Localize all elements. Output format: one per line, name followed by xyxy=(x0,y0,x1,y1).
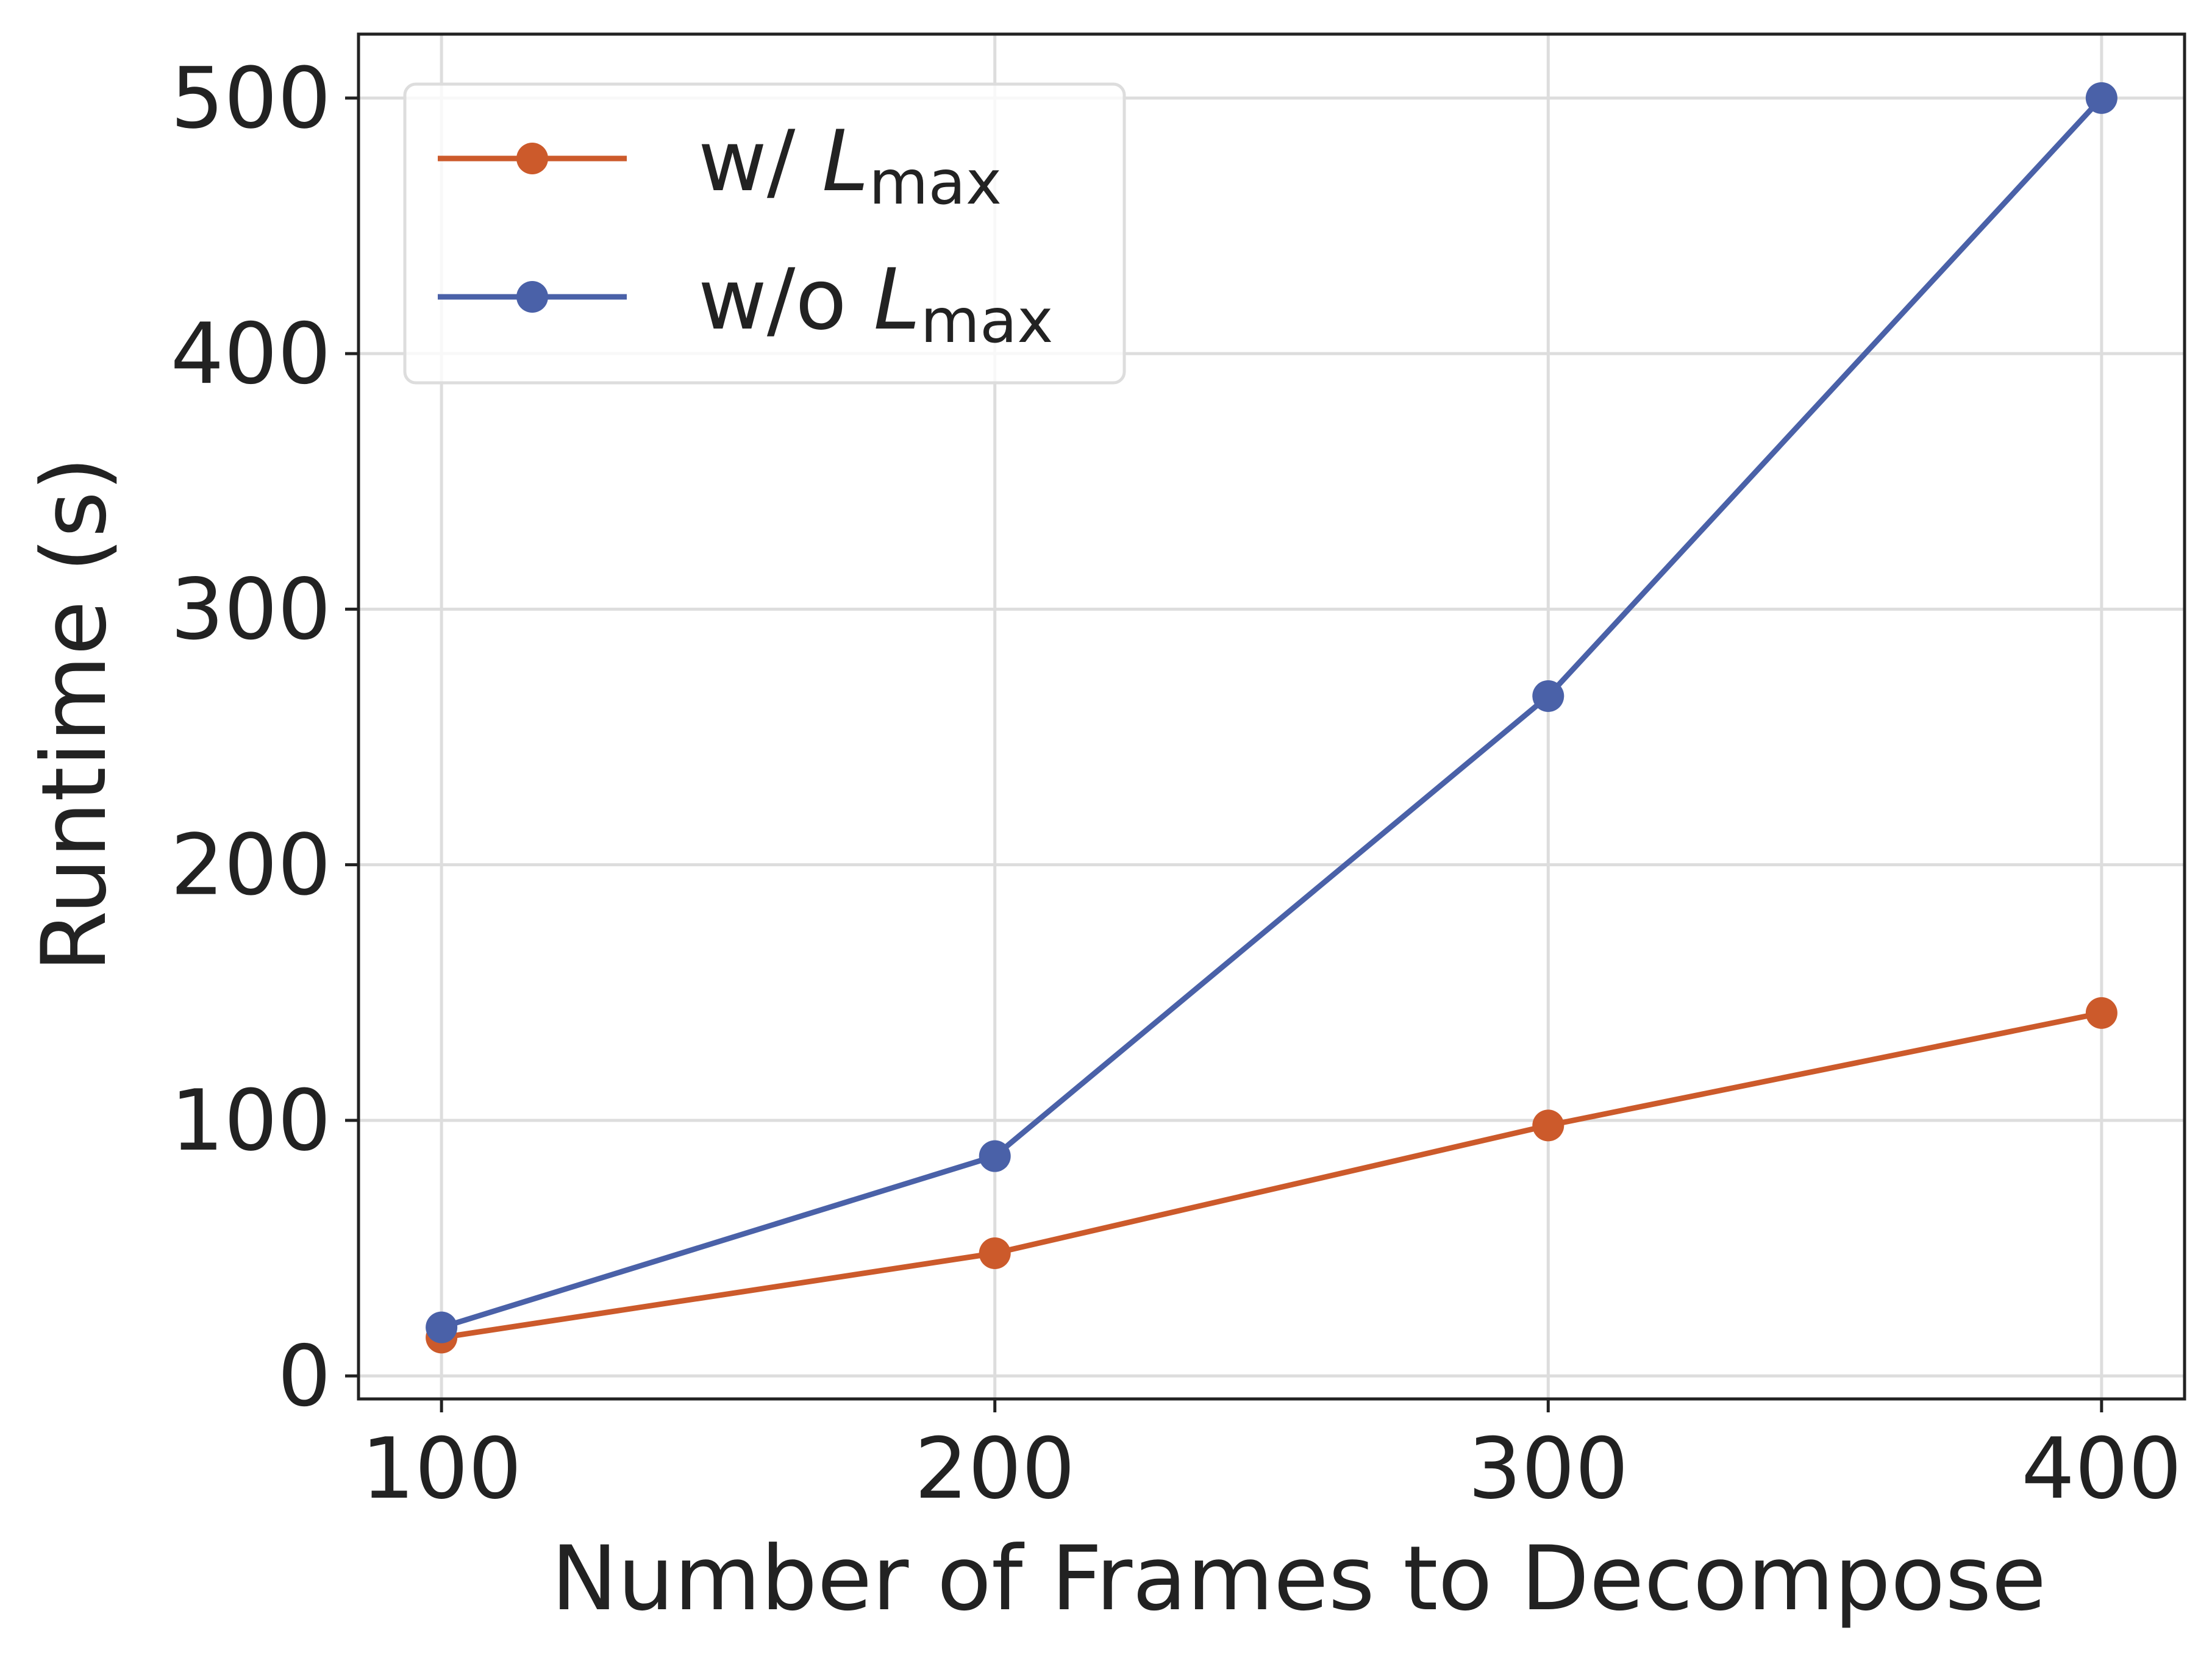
y-axis-label: Runtime (s) xyxy=(23,457,126,972)
series-line-0 xyxy=(441,1010,2102,1340)
legend-marker xyxy=(516,143,548,174)
x-tick-label: 300 xyxy=(1468,1420,1629,1518)
y-tick-label: 300 xyxy=(171,560,331,658)
legend: w/ Lmax w/o Lmax xyxy=(403,82,1126,385)
y-tick-label: 0 xyxy=(277,1327,331,1425)
data-point xyxy=(1532,1109,1564,1142)
series-lines xyxy=(426,82,2117,1354)
series-line-1 xyxy=(440,96,2104,1330)
y-tick-label: 500 xyxy=(171,49,331,148)
data-point xyxy=(979,1237,1011,1270)
y-tick-label: 100 xyxy=(171,1072,331,1170)
x-tick-label: 100 xyxy=(361,1420,521,1518)
data-point xyxy=(979,1140,1011,1172)
plot-frame xyxy=(357,32,2186,1401)
legend-label: w/o Lmax xyxy=(698,251,1053,357)
data-point xyxy=(1532,680,1564,712)
data-point xyxy=(426,1311,458,1343)
y-tick-label: 400 xyxy=(171,305,331,403)
data-point xyxy=(2085,82,2117,114)
x-axis-label: Number of Frames to Decompose xyxy=(551,1527,2046,1631)
x-tick-label: 400 xyxy=(2021,1420,2182,1518)
data-point xyxy=(2085,997,2117,1029)
legend-marker xyxy=(516,281,548,313)
y-tick-label: 200 xyxy=(171,816,331,914)
axis-ticks: 100 200 300 400 0 100 200 300 400 500 xyxy=(171,49,2182,1518)
legend-label: w/ Lmax xyxy=(698,112,1002,218)
x-tick-label: 200 xyxy=(915,1420,1075,1518)
